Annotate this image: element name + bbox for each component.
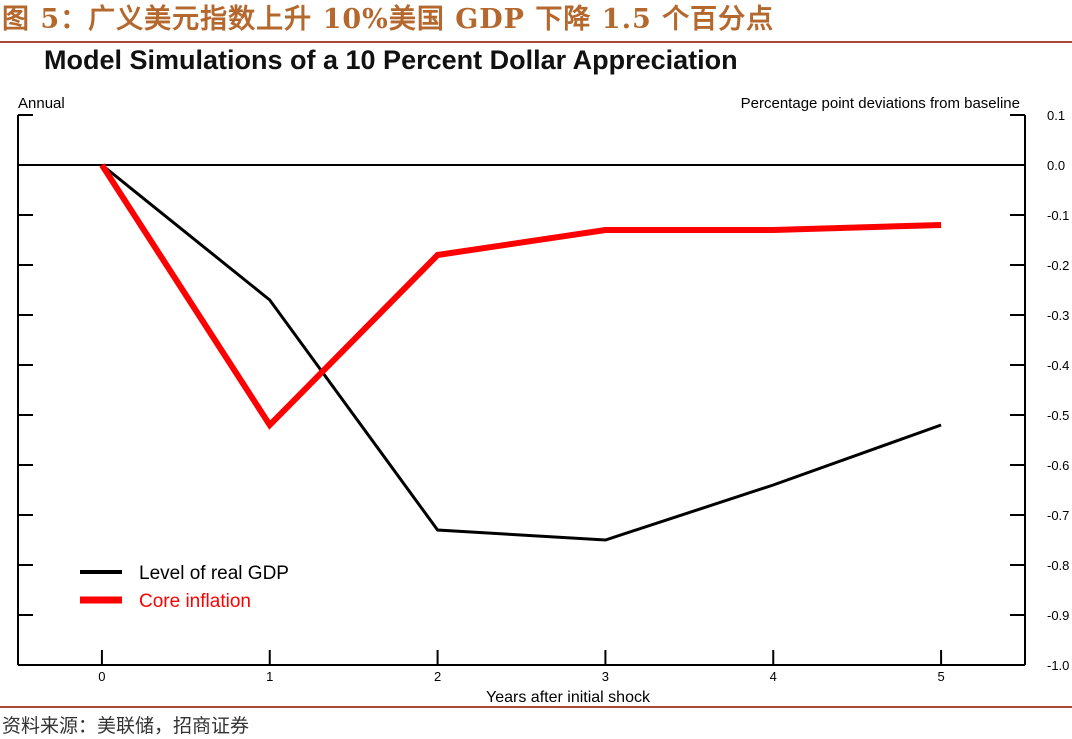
x-tick-label: 4 [770, 669, 777, 684]
y-tick-label: 0.0 [1047, 158, 1065, 173]
y-tick-label: -1.0 [1047, 658, 1069, 673]
y-tick-label: -0.9 [1047, 608, 1069, 623]
y-tick-label: -0.2 [1047, 258, 1069, 273]
source-note: 资料来源：美联储，招商证券 [2, 715, 250, 737]
y-tick-label: -0.6 [1047, 458, 1069, 473]
x-tick-label: 1 [266, 669, 273, 684]
caption-divider [0, 41, 1072, 43]
series-lines [99, 163, 942, 542]
legend-label: Level of real GDP [139, 563, 289, 584]
x-tick-label: 2 [434, 669, 441, 684]
x-tick-label: 0 [98, 669, 105, 684]
legend: Level of real GDP Core inflation [80, 563, 289, 612]
source-divider [0, 706, 1072, 708]
x-axis-label: Years after initial shock [486, 689, 651, 706]
y-tick-label: -0.7 [1047, 508, 1069, 523]
legend-label: Core inflation [139, 591, 251, 612]
y-tick-label: -0.5 [1047, 408, 1069, 423]
y-tick-label: -0.8 [1047, 558, 1069, 573]
figure-caption: 图 5：广义美元指数上升 10%美国 GDP 下降 1.5 个百分点 [2, 4, 775, 35]
axes: 0.1 0.0 -0.1 -0.2 -0.3 -0.4 -0.5 -0.6 -0.7 -0.8 -0… [17, 95, 1069, 706]
series-line [99, 163, 942, 430]
y-tick-label: -0.3 [1047, 308, 1069, 323]
x-tick-label: 3 [602, 669, 609, 684]
y-tick-label: -0.4 [1047, 358, 1069, 373]
x-tick-label: 5 [937, 669, 944, 684]
series-line [100, 163, 942, 542]
top-right-note: Percentage point deviations from baselin… [741, 95, 1020, 112]
y-tick-label: -0.1 [1047, 208, 1069, 223]
top-left-note: Annual [18, 95, 65, 112]
chart-title: Model Simulations of a 10 Percent Dollar… [44, 45, 738, 75]
y-tick-label: 0.1 [1047, 108, 1065, 123]
